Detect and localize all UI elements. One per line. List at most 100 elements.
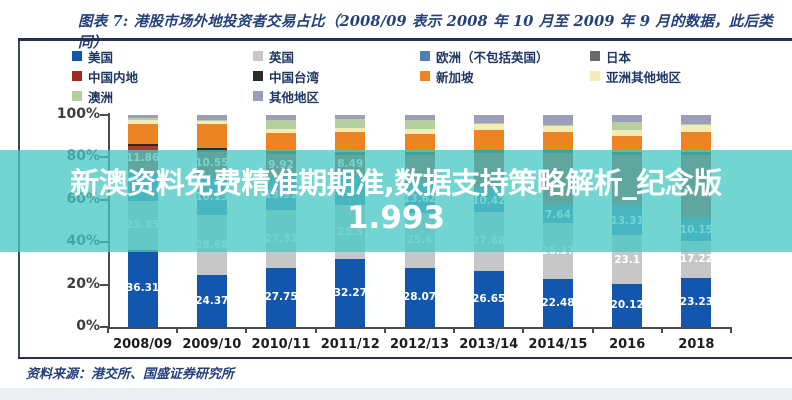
source-note: 资料来源：港交所、国盛证券研究所	[26, 367, 235, 382]
bar-segment-亚洲其他地区	[612, 129, 643, 136]
bar-segment-新加坡	[266, 133, 297, 152]
bar-value-label: 17.22	[679, 253, 713, 266]
y-tick	[100, 114, 108, 116]
legend-item-9: 澳洲	[72, 88, 114, 105]
bar-segment-新加坡	[335, 131, 366, 152]
bar-segment-新加坡	[196, 124, 227, 149]
bar-segment-美国: 23.23	[679, 277, 713, 327]
bar-segment-亚洲其他地区	[196, 121, 227, 125]
bar-segment-新加坡	[612, 135, 643, 152]
bar-segment-亚洲其他地区	[266, 129, 297, 134]
legend-label: 欧洲（不包括英国）	[436, 49, 549, 65]
legend-item-4: 日本	[590, 48, 632, 65]
bar-segment-澳洲	[612, 121, 643, 130]
bar-segment-其他地区	[196, 115, 227, 120]
bar-value-label: 24.37	[195, 294, 229, 307]
bar-segment-其他地区	[473, 115, 504, 124]
x-axis	[108, 327, 731, 329]
bar-value-label: 28.07	[402, 291, 437, 303]
bar-value-label: 36.31	[126, 282, 160, 295]
legend-item-1: 美国	[72, 48, 114, 65]
legend-item-10: 其他地区	[253, 88, 320, 105]
legend-label: 日本	[606, 49, 632, 65]
bar-segment-其他地区	[127, 115, 158, 119]
x-tick	[591, 327, 594, 333]
bar-segment-其他地区	[266, 115, 297, 121]
x-tick	[383, 327, 386, 333]
legend-swatch	[253, 91, 263, 101]
source-divider	[18, 357, 792, 359]
bar-value-label: 20.12	[610, 299, 644, 312]
bar-segment-亚洲其他地区	[127, 119, 158, 124]
bar-segment-美国: 24.37	[195, 275, 229, 327]
x-tick	[660, 327, 663, 333]
bar-segment-美国: 22.48	[541, 279, 575, 327]
bar-segment-新加坡	[681, 131, 712, 153]
legend-item-3: 欧洲（不包括英国）	[420, 48, 549, 65]
legend-item-6: 中国台湾	[253, 68, 319, 85]
legend-swatch	[72, 71, 82, 81]
x-axis-label-2014/15: 2014/15	[528, 337, 588, 352]
x-tick	[107, 327, 109, 333]
x-tick	[176, 327, 179, 333]
y-axis-label: 100%	[56, 106, 100, 122]
bar-segment-亚洲其他地区	[335, 127, 366, 132]
bar-segment-澳洲	[335, 119, 366, 128]
bar-segment-亚洲其他地区	[404, 129, 435, 135]
page-bottom-strip	[0, 388, 792, 400]
bar-segment-澳洲	[266, 120, 297, 130]
bar-value-label: 26.65	[472, 292, 506, 305]
watermark-text-line2: 1.993	[346, 199, 446, 236]
bar-segment-澳洲	[542, 125, 573, 127]
bar-segment-澳洲	[404, 120, 435, 130]
bar-segment-美国: 28.07	[402, 267, 437, 327]
x-tick	[522, 327, 525, 333]
x-axis-label-2009/10: 2009/10	[182, 337, 242, 352]
watermark-text-line1: 新澳资料免费精准期期准,数据支持策略解析_纪念版	[70, 165, 722, 200]
x-tick	[314, 327, 317, 333]
bar-segment-美国: 27.75	[264, 268, 298, 327]
x-tick	[730, 327, 732, 333]
bar-value-label: 23.23	[679, 296, 713, 309]
y-axis-label: 20%	[66, 275, 100, 292]
legend-item-7: 新加坡	[420, 68, 474, 85]
legend-item-2: 英国	[253, 48, 295, 65]
x-axis-label-2010/11: 2010/11	[251, 337, 311, 352]
bar-segment-澳洲	[196, 119, 227, 122]
legend-swatch	[72, 51, 82, 61]
bar-segment-新加坡	[473, 130, 504, 151]
legend-label: 其他地区	[269, 89, 320, 105]
bar-segment-美国: 26.65	[472, 270, 506, 327]
bar-segment-其他地区	[542, 115, 573, 126]
bar-segment-其他地区	[404, 115, 435, 121]
bar-segment-新加坡	[542, 132, 573, 151]
legend-swatch	[253, 71, 263, 81]
x-axis-label-2016: 2016	[609, 337, 646, 352]
bar-segment-澳洲	[681, 123, 712, 126]
bar-value-label: 27.75	[264, 291, 298, 304]
bar-segment-澳洲	[473, 123, 504, 125]
bar-segment-澳洲	[127, 118, 158, 120]
bar-segment-美国: 36.31	[126, 250, 160, 327]
legend-swatch	[72, 91, 82, 101]
legend-label: 英国	[269, 49, 295, 65]
y-axis-label: 0%	[76, 318, 100, 334]
bar-value-label: 32.27	[333, 286, 367, 299]
legend-swatch	[420, 71, 430, 81]
y-tick	[100, 283, 108, 286]
legend-swatch	[253, 51, 263, 61]
x-axis-label-2008/09: 2008/09	[113, 337, 173, 352]
bar-segment-其他地区	[612, 115, 643, 122]
watermark-overlay: 新澳资料免费精准期期准,数据支持策略解析_纪念版 1.993	[0, 150, 792, 252]
legend-item-8: 亚洲其他地区	[590, 68, 682, 85]
x-tick	[245, 327, 248, 333]
legend-label: 美国	[88, 49, 114, 65]
legend-label: 澳洲	[88, 89, 114, 105]
legend-label: 亚洲其他地区	[606, 69, 682, 85]
x-axis-label-2011/12: 2011/12	[320, 337, 380, 352]
legend-label: 中国内地	[88, 69, 139, 85]
x-axis-label-2013/14: 2013/14	[459, 337, 519, 352]
legend-item-5: 中国内地	[72, 68, 139, 85]
bar-segment-其他地区	[335, 115, 366, 120]
